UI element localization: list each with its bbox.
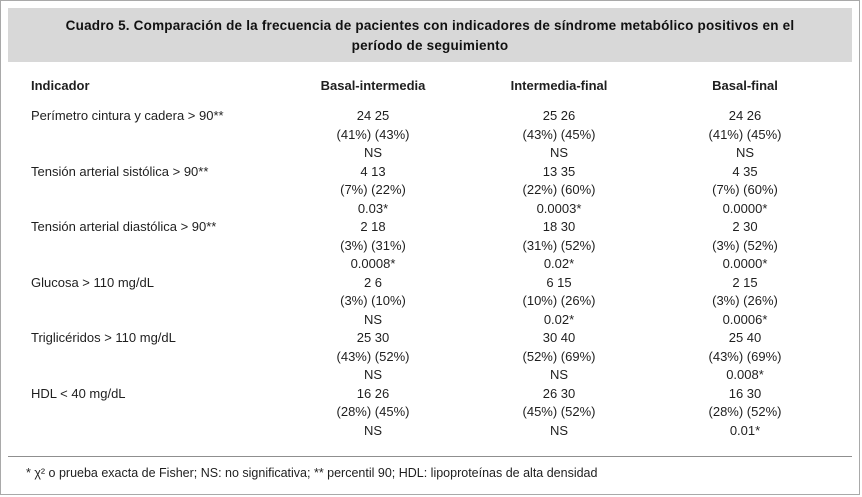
cell-counts: 18 30 [542, 219, 576, 235]
table-row: Tensión arterial sistólica > 90** 4 13 (7%… [25, 163, 835, 219]
cell-percents: (22%) (60%) [522, 182, 596, 198]
data-cell: 18 30 (31%) (52%) 0.02* [469, 218, 649, 274]
indicator-label: Glucosa > 110 mg/dL [31, 274, 154, 290]
data-cell: 2 30 (3%) (52%) 0.0000* [655, 218, 835, 274]
indicator-label: Perímetro cintura y cadera > 90** [31, 108, 224, 124]
cell-p_value: 0.0008* [350, 256, 396, 272]
cell-percents: (3%) (10%) [340, 293, 406, 309]
cell-percents: (7%) (60%) [712, 182, 778, 198]
cell-counts: 25 30 [356, 330, 390, 346]
cell-percents: (45%) (52%) [522, 404, 596, 420]
cell-p_value: NS [363, 422, 383, 438]
cell-counts: 16 26 [356, 385, 390, 401]
column-header-basal-final: Basal-final [712, 78, 778, 94]
column-header-intermedia-final: Intermedia-final [510, 78, 608, 94]
footnote: * χ² o prueba exacta de Fisher; NS: no s… [26, 466, 598, 480]
data-cell: 2 18 (3%) (31%) 0.0008* [283, 218, 463, 274]
cell-counts: 13 35 [542, 163, 576, 179]
data-cell: 4 13 (7%) (22%) 0.03* [283, 163, 463, 219]
cell-counts: 2 6 [363, 274, 383, 290]
cell-p_value: 0.0006* [722, 311, 768, 327]
indicator-label: HDL < 40 mg/dL [31, 385, 126, 401]
cell-counts: 2 15 [732, 274, 758, 290]
cell-percents: (28%) (45%) [336, 404, 410, 420]
table-body: Perímetro cintura y cadera > 90** 24 25 (4… [25, 107, 835, 440]
cell-p_value: 0.03* [357, 200, 389, 216]
table-row: Tensión arterial diastólica > 90** 2 18 (3… [25, 218, 835, 274]
data-cell: 4 35 (7%) (60%) 0.0000* [655, 163, 835, 219]
cell-p_value: NS [363, 367, 383, 383]
cell-p_value: NS [549, 145, 569, 161]
cell-counts: 16 30 [728, 385, 762, 401]
cell-percents: (52%) (69%) [522, 348, 596, 364]
cell-percents: (10%) (26%) [522, 293, 596, 309]
cell-counts: 4 35 [732, 163, 758, 179]
cell-p_value: 0.008* [726, 367, 764, 383]
cell-p_value: NS [735, 145, 755, 161]
table-header-row: Indicador Basal-intermedia Intermedia-fi… [25, 78, 835, 93]
cell-p_value: 0.0000* [722, 200, 768, 216]
title-bar: Cuadro 5. Comparación de la frecuencia d… [8, 8, 852, 63]
column-header-indicador: Indicador [31, 78, 90, 94]
cell-p_value: NS [363, 145, 383, 161]
data-cell: 30 40 (52%) (69%) NS [469, 329, 649, 385]
cell-percents: (3%) (52%) [712, 237, 778, 253]
cell-percents: (43%) (52%) [336, 348, 410, 364]
data-cell: 26 30 (45%) (52%) NS [469, 385, 649, 441]
indicator-label: Triglicéridos > 110 mg/dL [31, 330, 176, 346]
cell-percents: (41%) (43%) [336, 126, 410, 142]
data-cell: 16 26 (28%) (45%) NS [283, 385, 463, 441]
indicator-label: Tensión arterial sistólica > 90** [31, 163, 209, 179]
table-row: Glucosa > 110 mg/dL 2 6 (3%) (10%) NS 6 15 (1… [25, 274, 835, 330]
cell-percents: (3%) (26%) [712, 293, 778, 309]
cell-p_value: 0.01* [729, 422, 761, 438]
table-title: Cuadro 5. Comparación de la frecuencia d… [65, 18, 795, 53]
data-cell: 6 15 (10%) (26%) 0.02* [469, 274, 649, 330]
cell-p_value: NS [549, 422, 569, 438]
cell-percents: (3%) (31%) [340, 237, 406, 253]
cell-p_value: NS [363, 311, 383, 327]
cell-p_value: 0.02* [543, 311, 575, 327]
indicator-label: Tensión arterial diastólica > 90** [31, 219, 217, 235]
cell-p_value: NS [549, 367, 569, 383]
cell-percents: (43%) (69%) [708, 348, 782, 364]
comparison-table: Indicador Basal-intermedia Intermedia-fi… [1, 62, 859, 440]
table-row: Perímetro cintura y cadera > 90** 24 25 (4… [25, 107, 835, 163]
data-cell: 25 40 (43%) (69%) 0.008* [655, 329, 835, 385]
cell-percents: (7%) (22%) [340, 182, 406, 198]
data-cell: 16 30 (28%) (52%) 0.01* [655, 385, 835, 441]
cell-counts: 25 40 [728, 330, 762, 346]
cell-p_value: 0.0003* [536, 200, 582, 216]
cell-counts: 24 26 [728, 108, 762, 124]
cell-counts: 6 15 [546, 274, 572, 290]
cell-percents: (31%) (52%) [522, 237, 596, 253]
footnote-divider: * χ² o prueba exacta de Fisher; NS: no s… [8, 456, 852, 480]
cell-percents: (41%) (45%) [708, 126, 782, 142]
cell-counts: 2 18 [360, 219, 386, 235]
data-cell: 25 30 (43%) (52%) NS [283, 329, 463, 385]
data-cell: 13 35 (22%) (60%) 0.0003* [469, 163, 649, 219]
cell-p_value: 0.0000* [722, 256, 768, 272]
data-cell: 25 26 (43%) (45%) NS [469, 107, 649, 163]
cell-counts: 26 30 [542, 385, 576, 401]
cell-counts: 25 26 [542, 108, 576, 124]
cell-percents: (28%) (52%) [708, 404, 782, 420]
table-row: Triglicéridos > 110 mg/dL 25 30 (43%) (52%… [25, 329, 835, 385]
cell-percents: (43%) (45%) [522, 126, 596, 142]
cell-counts: 2 30 [732, 219, 758, 235]
column-header-basal-intermedia: Basal-intermedia [320, 78, 426, 94]
data-cell: 2 15 (3%) (26%) 0.0006* [655, 274, 835, 330]
data-cell: 2 6 (3%) (10%) NS [283, 274, 463, 330]
table-row: HDL < 40 mg/dL 16 26 (28%) (45%) NS 26 30 (45… [25, 385, 835, 441]
cell-counts: 30 40 [542, 330, 576, 346]
cell-counts: 24 25 [356, 108, 390, 124]
cell-counts: 4 13 [360, 163, 386, 179]
cell-p_value: 0.02* [543, 256, 575, 272]
data-cell: 24 26 (41%) (45%) NS [655, 107, 835, 163]
data-cell: 24 25 (41%) (43%) NS [283, 107, 463, 163]
